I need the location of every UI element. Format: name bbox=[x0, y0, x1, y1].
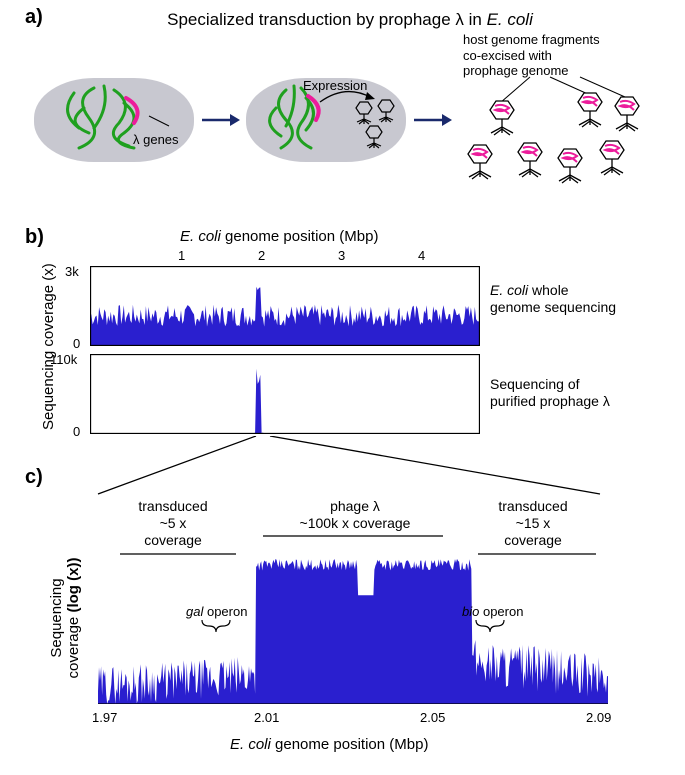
yb-top-max: 3k bbox=[65, 264, 79, 279]
panel-c-xaxis-title: E. coli genome position (Mbp) bbox=[230, 736, 428, 753]
gal-operon-label: gal operon bbox=[186, 604, 247, 620]
arrow-1-icon bbox=[200, 110, 240, 130]
xc-tick-3: 2.09 bbox=[586, 710, 611, 725]
panel-b-yaxis-title: Sequencing coverage (x) bbox=[40, 263, 57, 430]
panel-b-top-side-label: E. coli wholegenome sequencing bbox=[490, 282, 640, 316]
dna-squiggle-1 bbox=[34, 78, 194, 162]
xb-tick-4: 4 bbox=[418, 248, 425, 263]
bio-operon-label: bio operon bbox=[462, 604, 523, 620]
xb-tick-2: 2 bbox=[258, 248, 265, 263]
panel-b-bot-side-label: Sequencing ofpurified prophage λ bbox=[490, 376, 640, 410]
yb-bot-zero: 0 bbox=[73, 424, 80, 439]
xc-tick-1: 2.01 bbox=[254, 710, 279, 725]
panel-b-label: b) bbox=[25, 226, 44, 249]
xc-tick-0: 1.97 bbox=[92, 710, 117, 725]
panel-b-top-plot bbox=[90, 266, 480, 346]
xb-tick-1: 1 bbox=[178, 248, 185, 263]
yb-top-zero: 0 bbox=[73, 336, 80, 351]
zoom-connector-icon bbox=[90, 436, 610, 496]
phage-empty-group bbox=[348, 98, 408, 163]
expression-label: Expression bbox=[303, 78, 367, 94]
yb-bot-max: 110k bbox=[50, 352, 77, 367]
panel-c-label: c) bbox=[25, 466, 43, 489]
phage-cluster bbox=[450, 75, 660, 215]
panel-a-label: a) bbox=[25, 6, 43, 29]
arrow-2-icon bbox=[412, 110, 452, 130]
host-fragments-label: host genome fragmentsco-excised withprop… bbox=[463, 32, 633, 79]
panel-a-title: Specialized transduction by prophage λ i… bbox=[120, 10, 580, 30]
xc-tick-2: 2.05 bbox=[420, 710, 445, 725]
lambda-genes-label: λ genes bbox=[133, 132, 179, 148]
panel-c-yaxis-title: Sequencing coverage (log (x)) bbox=[48, 548, 82, 688]
xb-tick-3: 3 bbox=[338, 248, 345, 263]
panel-b-xaxis-title: E. coli genome position (Mbp) bbox=[180, 228, 378, 245]
panel-b-bot-plot bbox=[90, 354, 480, 434]
panel-c-plot bbox=[98, 494, 608, 704]
